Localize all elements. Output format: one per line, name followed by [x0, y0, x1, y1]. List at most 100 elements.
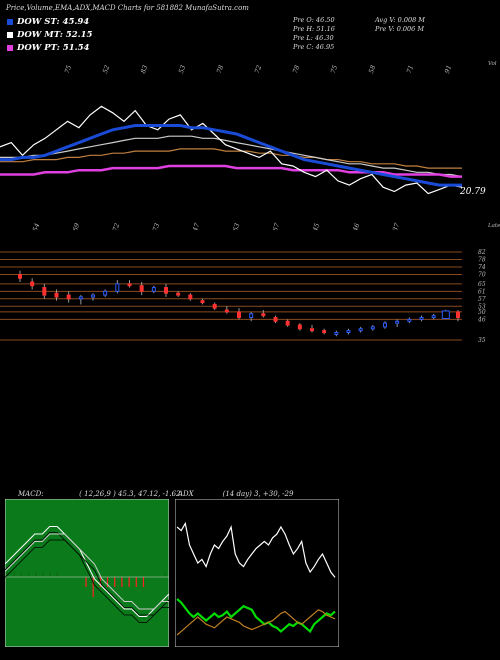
ema-bottom-tick-label: 47	[191, 221, 202, 230]
price-level-label: 35	[478, 337, 486, 344]
ema-top-tick-label: 75	[329, 64, 339, 75]
candle-body	[261, 313, 266, 317]
ema-last-value-label: 20.79	[459, 187, 486, 197]
ema-bottom-tick-label: 67	[271, 221, 282, 230]
ema-bottom-tick-label: 72	[111, 222, 121, 230]
price-level-label: 70	[478, 271, 486, 278]
price-level-label: 82	[478, 249, 486, 256]
legend-dow-pt: DOW PT: 51.54	[7, 43, 89, 53]
candle-body	[322, 330, 327, 334]
price-level-label: 61	[478, 288, 486, 295]
ema-right-label: Vol	[488, 61, 497, 67]
macd-background	[5, 499, 169, 647]
adx-background	[175, 499, 339, 647]
adx-title-row: ADX (14 day) 3, +30, -29	[178, 490, 293, 498]
candle-body	[273, 317, 278, 322]
candle-body	[358, 328, 363, 332]
candle-body	[188, 294, 193, 300]
ema-series-ema_short-line	[0, 124, 462, 187]
candle-body	[18, 273, 22, 279]
candle-body	[164, 287, 168, 294]
candle-body	[310, 328, 314, 332]
prev-volume: Pre V: 0.006 M	[375, 25, 425, 33]
candle-body	[78, 296, 83, 300]
candle-body	[200, 300, 205, 304]
ema-series-ema_mid-line	[0, 135, 463, 178]
legend-dow-mt: DOW MT: 52.15	[7, 30, 92, 40]
prev-ohlc: Pre O: 46.50 Pre H: 51.16 Pre L: 46.30 P…	[293, 16, 335, 52]
price-level-label: 53	[478, 303, 486, 310]
candle-body	[431, 315, 436, 319]
ema-top-tick-label: 58	[367, 64, 377, 75]
candle-body	[212, 303, 217, 309]
ema-series-ema_long-line	[0, 148, 462, 169]
adx-plus_di-line	[176, 598, 336, 634]
ema-series-ema_pt-line	[0, 164, 462, 178]
candle-body	[176, 292, 181, 296]
ema-bottom-tick-label: 46	[351, 222, 362, 230]
prev-open: Pre O: 46.50	[293, 16, 335, 24]
candle-body	[139, 285, 144, 292]
price-right-label: Latest	[487, 223, 500, 229]
candle-body	[297, 324, 302, 330]
price-level-label: 46	[477, 316, 486, 323]
legend-dow-st: DOW ST: 45.94	[7, 17, 89, 27]
candle-body	[370, 326, 375, 330]
candle-body	[54, 292, 59, 298]
ema-chart: 75 52 83 53 78 72 78 75 58 71 91 54 69 72 73 47 63 67 45 46…	[0, 61, 497, 230]
prev-high: Pre H: 51.16	[293, 25, 335, 33]
volume-info: Avg V: 0.008 M Pre V: 0.006 M	[375, 16, 425, 34]
adx-params: (14 day) 3, +30, -29	[222, 490, 294, 498]
candle-body	[91, 294, 95, 298]
chart-title: Price,Volume,EMA,ADX,MACD Charts for 581…	[6, 4, 183, 12]
prev-low: Pre L: 46.30	[293, 34, 334, 42]
macd-title-row: MACD: ( 12,26,9 ) 45.3, 47.12, -1.62	[18, 490, 181, 498]
macd-signal-line	[5, 533, 169, 610]
candle-body	[115, 283, 120, 292]
ema-top-tick-label: 72	[253, 64, 263, 75]
candle-body	[42, 287, 47, 296]
ema-series-price-line	[0, 105, 463, 195]
dow-st-swatch	[7, 19, 13, 25]
candle-body	[395, 320, 400, 324]
ema-top-tick-label: 71	[405, 64, 415, 75]
candle-body	[346, 330, 351, 334]
adx-chart	[175, 499, 339, 647]
dow-mt-swatch	[7, 32, 13, 38]
candle-body	[441, 310, 450, 319]
ema-bottom-tick-label: 54	[31, 222, 41, 230]
ema-top-tick-label: 83	[139, 64, 149, 75]
price-level-label: 78	[478, 256, 486, 263]
ema-top-tick-label: 91	[443, 64, 453, 75]
price-chart: 8278747065615753504635Latest	[0, 223, 500, 344]
ema-top-tick-label: 53	[177, 64, 187, 75]
ema-bottom-tick-label: 45	[311, 222, 322, 230]
candle-body	[419, 317, 424, 320]
ema-bottom-tick-label: 63	[231, 222, 241, 230]
candle-body	[66, 294, 71, 300]
dow-st-label: DOW ST: 45.94	[17, 17, 90, 27]
macd-params: ( 12,26,9 ) 45.3, 47.12, -1.62	[79, 490, 181, 498]
ema-bottom-tick-label: 37	[391, 221, 402, 230]
ema-top-tick-label: 78	[215, 64, 225, 75]
price-level-label: 50	[478, 309, 486, 316]
candle-body	[407, 318, 412, 322]
price-level-label: 74	[478, 264, 486, 271]
candle-body	[456, 311, 460, 319]
page-title: Price,Volume,EMA,ADX,MACD Charts for 581…	[6, 4, 249, 12]
ema-top-tick-label: 75	[63, 64, 73, 75]
candle-body	[224, 309, 229, 313]
price-level-label: 57	[478, 296, 486, 303]
prev-close: Pre C: 46.95	[293, 43, 335, 51]
macd-chart	[5, 499, 169, 647]
candle-body	[383, 322, 387, 328]
candle-body	[103, 290, 108, 296]
candle-body	[151, 287, 156, 292]
adx-minus_di-line	[176, 609, 336, 636]
candle-body	[334, 332, 339, 335]
candle-body	[30, 281, 35, 287]
candle-body	[127, 283, 132, 287]
avg-volume: Avg V: 0.008 M	[375, 16, 425, 24]
adx-title: ADX	[178, 490, 194, 498]
macd-title: MACD	[18, 490, 42, 498]
